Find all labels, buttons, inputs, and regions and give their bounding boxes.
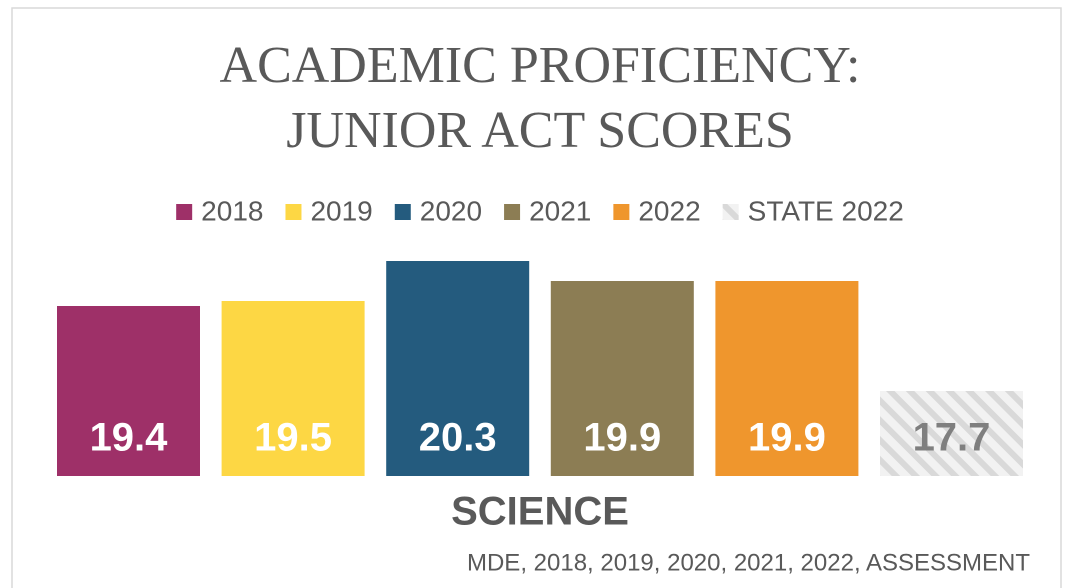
source-note: MDE, 2018, 2019, 2020, 2021, 2022, ASSES… [467,549,1030,576]
legend-swatch [504,204,521,220]
legend-item: 2019 [285,195,373,226]
legend-swatch [722,204,739,220]
legend-item: 2018 [176,195,263,226]
data-label: 19.9 [748,416,826,460]
bar [550,281,694,476]
legend-item: 2022 [613,195,701,226]
data-label: 19.9 [583,416,661,460]
legend-label: 2020 [420,195,482,226]
legend-swatch [394,204,411,220]
data-label: 19.4 [90,416,169,460]
legend-item: 2021 [504,195,591,226]
legend-label: 2021 [529,195,591,226]
legend-label: 2019 [310,195,372,226]
bar [715,281,859,476]
chart-border [11,7,1062,588]
legend-item: STATE 2022 [722,195,904,226]
legend-label: STATE 2022 [748,195,904,226]
bar [221,301,365,476]
legend-label: 2022 [638,195,700,226]
data-label: 19.5 [254,416,332,460]
legend-swatch [613,204,630,220]
bar [386,261,530,476]
data-label: 17.7 [913,416,991,460]
legend-label: 2018 [201,195,263,226]
bar [57,306,200,476]
data-label: 20.3 [419,416,497,460]
bar [880,391,1023,476]
category-label: SCIENCE [451,490,629,534]
legend-swatch [285,204,302,220]
legend-swatch [176,204,193,220]
legend-item: 2020 [394,195,482,226]
chart-title: ACADEMIC PROFICIENCY: [220,37,861,94]
chart-subtitle: JUNIOR ACT SCORES [286,102,794,159]
